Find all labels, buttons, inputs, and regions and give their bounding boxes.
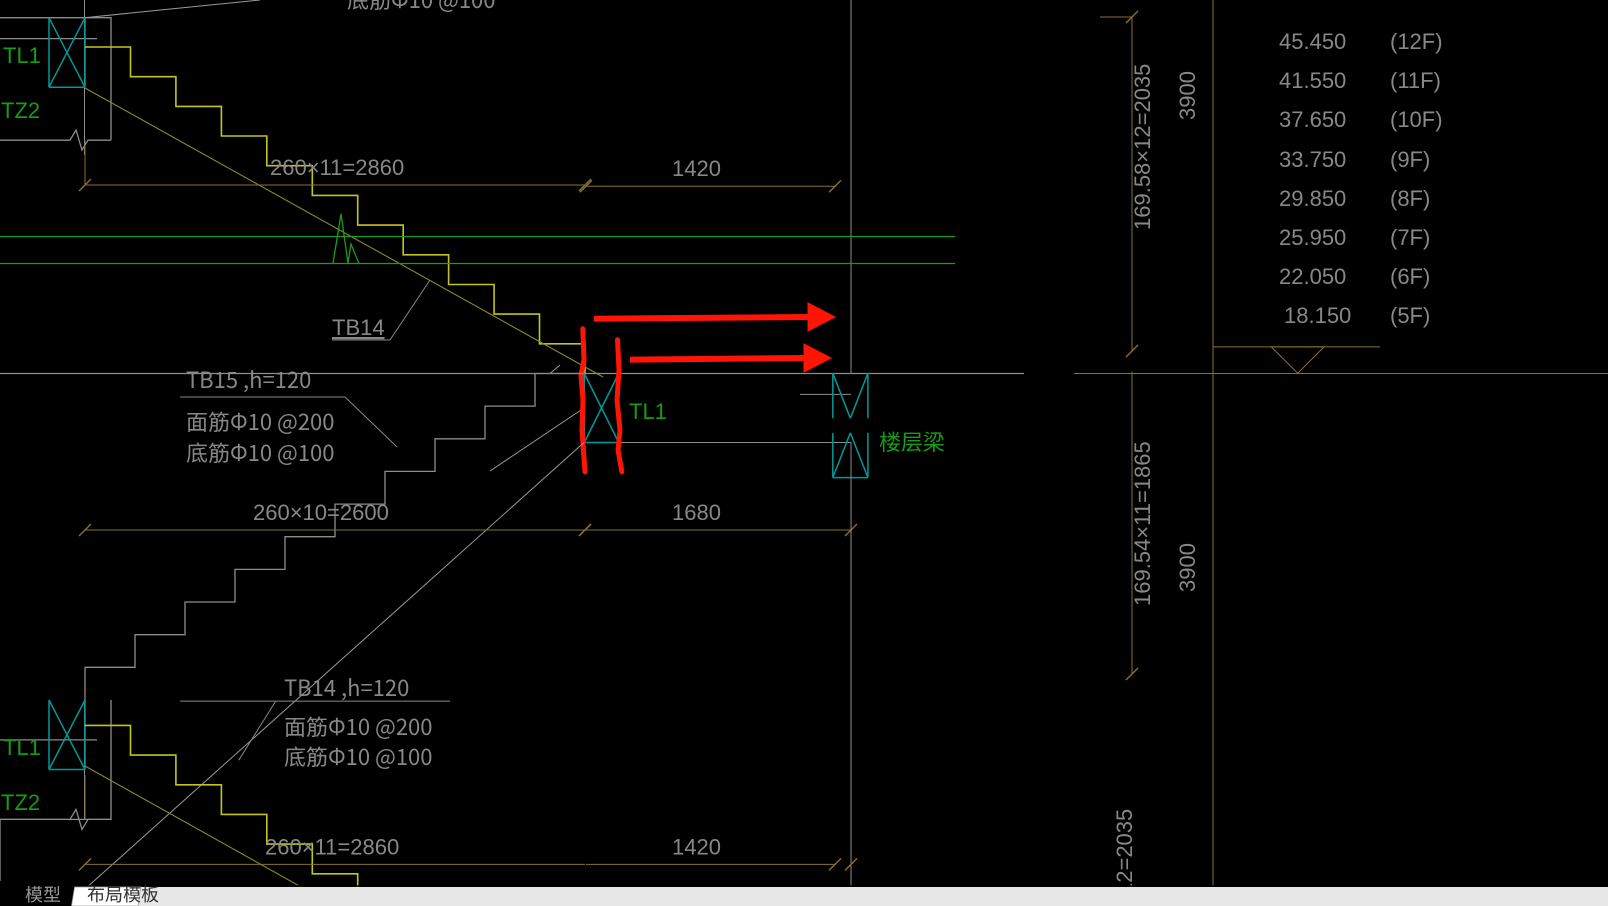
svg-text:1420: 1420 bbox=[672, 156, 721, 181]
svg-text:底筋Φ10 @100: 底筋Φ10 @100 bbox=[186, 436, 334, 468]
svg-text:面筋Φ10 @200: 面筋Φ10 @200 bbox=[284, 710, 432, 742]
svg-text:模型: 模型 bbox=[25, 881, 61, 906]
svg-text:TB14: TB14 bbox=[332, 315, 385, 340]
svg-text:(7F): (7F) bbox=[1390, 225, 1430, 250]
svg-text:29.850: 29.850 bbox=[1279, 186, 1346, 211]
svg-text:TB14 ,h=120: TB14 ,h=120 bbox=[284, 671, 409, 703]
svg-text:45.450: 45.450 bbox=[1279, 29, 1346, 54]
svg-text:底筋Φ10 @100: 底筋Φ10 @100 bbox=[284, 740, 432, 772]
svg-text:TZ2: TZ2 bbox=[1, 790, 40, 815]
svg-text:TL1: TL1 bbox=[3, 43, 41, 68]
svg-text:33.750: 33.750 bbox=[1279, 147, 1346, 172]
svg-text:楼层梁: 楼层梁 bbox=[879, 425, 945, 457]
svg-text:TB15 ,h=120: TB15 ,h=120 bbox=[186, 363, 311, 395]
svg-text:22.050: 22.050 bbox=[1279, 264, 1346, 289]
svg-text:布局模板: 布局模板 bbox=[87, 881, 159, 906]
svg-text:260×10=2600: 260×10=2600 bbox=[253, 500, 389, 525]
svg-text:3900: 3900 bbox=[1175, 543, 1200, 592]
svg-text:TL1: TL1 bbox=[3, 735, 41, 760]
svg-text:(8F): (8F) bbox=[1390, 186, 1430, 211]
svg-text:41.550: 41.550 bbox=[1279, 68, 1346, 93]
svg-text:169.58×12=2035: 169.58×12=2035 bbox=[1130, 64, 1155, 230]
svg-text:37.650: 37.650 bbox=[1279, 107, 1346, 132]
svg-text:(6F): (6F) bbox=[1390, 264, 1430, 289]
svg-text:(12F): (12F) bbox=[1390, 29, 1443, 54]
svg-text:TZ2: TZ2 bbox=[1, 98, 40, 123]
svg-text:(9F): (9F) bbox=[1390, 147, 1430, 172]
svg-text:25.950: 25.950 bbox=[1279, 225, 1346, 250]
svg-text:260×11=2860: 260×11=2860 bbox=[270, 155, 404, 180]
svg-text:面筋Φ10 @200: 面筋Φ10 @200 bbox=[186, 405, 334, 437]
svg-text:3900: 3900 bbox=[1175, 71, 1200, 120]
svg-text:(11F): (11F) bbox=[1390, 68, 1441, 93]
svg-text:TL1: TL1 bbox=[629, 399, 667, 424]
svg-text:260×11=2860: 260×11=2860 bbox=[265, 834, 399, 859]
svg-text:(10F): (10F) bbox=[1390, 107, 1443, 132]
svg-text:18.150: 18.150 bbox=[1284, 303, 1351, 328]
svg-text:1420: 1420 bbox=[672, 834, 721, 859]
svg-text:底筋Φ10 @100: 底筋Φ10 @100 bbox=[347, 0, 495, 15]
svg-text:1680: 1680 bbox=[672, 500, 721, 525]
svg-text:12=2035: 12=2035 bbox=[1112, 809, 1137, 895]
svg-text:(5F): (5F) bbox=[1390, 303, 1430, 328]
svg-text:169.54×11=1865: 169.54×11=1865 bbox=[1130, 441, 1155, 606]
